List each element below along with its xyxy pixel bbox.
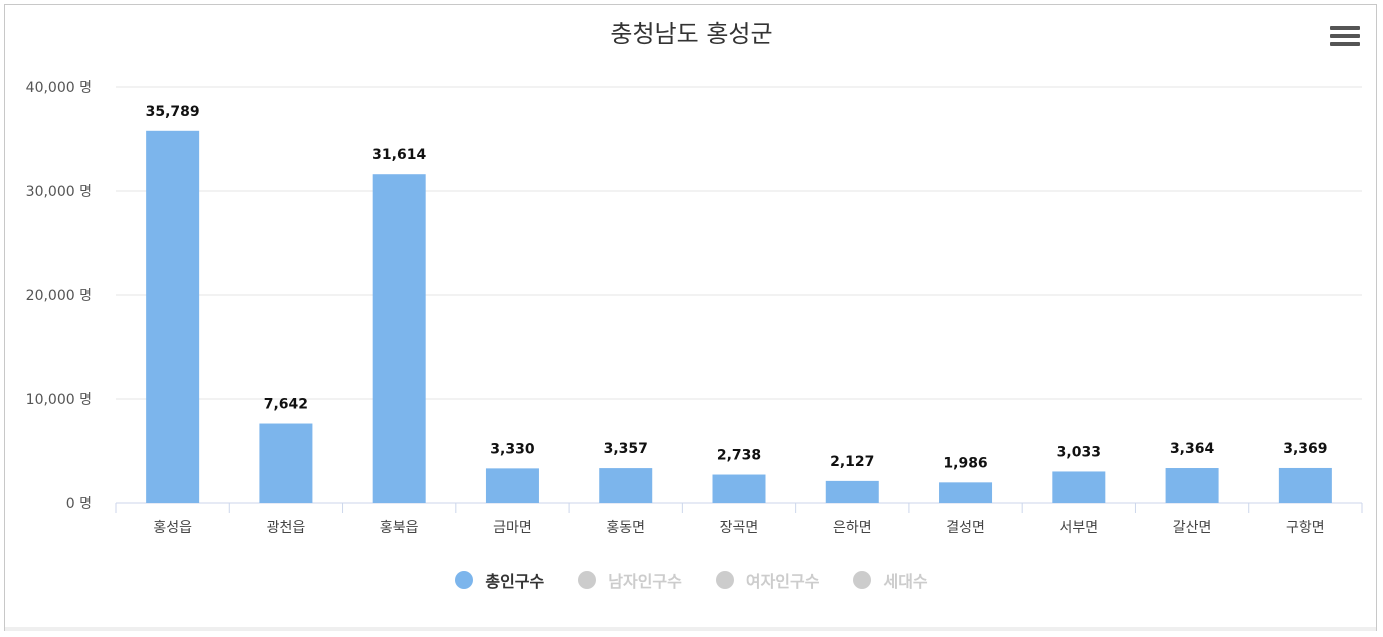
menu-line [1330,42,1360,46]
bar [146,130,200,503]
bar [1052,471,1106,503]
y-tick-label: 10,000 명 [26,392,92,408]
data-label: 35,789 [146,104,200,120]
legend-label: 여자인구수 [745,572,820,591]
data-label: 3,364 [1170,441,1215,457]
data-label: 3,369 [1283,441,1327,457]
legend-item[interactable]: 여자인구수 [715,568,820,592]
y-tick-label: 30,000 명 [26,184,92,200]
legend-item[interactable]: 남자인구수 [578,568,682,592]
legend-dot-icon [455,571,474,589]
data-label: 7,642 [264,397,308,413]
data-label: 3,357 [604,441,648,457]
bar [259,423,313,503]
legend-dot-icon [853,571,872,589]
bar [1278,467,1332,503]
legend-dot-icon [715,571,734,589]
x-tick-label: 금마면 [493,520,532,536]
chart-title: 충청남도 홍성군 [610,20,773,48]
x-tick-label: 홍동면 [606,520,645,536]
data-label: 1,986 [943,455,987,471]
x-tick-label: 광천읍 [267,520,306,536]
x-tick-label: 갈산면 [1173,520,1212,536]
x-tick-label: 홍북읍 [380,520,419,536]
data-label: 3,330 [490,441,535,457]
x-tick-label: 은하면 [833,520,872,536]
bar [939,482,993,503]
bottom-strip [5,627,1376,631]
legend-label: 남자인구수 [608,572,682,591]
data-label: 3,033 [1057,444,1101,460]
hamburger-menu-icon[interactable] [1330,26,1360,50]
y-tick-label: 0 명 [66,496,92,512]
data-label: 2,127 [830,454,874,470]
chart-container [4,4,1377,631]
y-tick-label: 20,000 명 [26,288,92,304]
bar [1165,468,1219,503]
bar [485,468,539,503]
x-tick-label: 결성면 [946,520,985,536]
chart-legend: 총인구수 남자인구수 여자인구수 세대수 [0,568,1383,592]
bar [712,474,766,503]
data-label: 31,614 [372,147,426,163]
legend-label: 총인구수 [485,572,545,591]
bar [372,174,426,503]
menu-line [1330,26,1360,30]
x-tick-label: 장곡면 [720,520,759,536]
x-tick-label: 구항면 [1286,520,1325,536]
legend-item[interactable]: 세대수 [853,568,928,592]
legend-label: 세대수 [883,572,928,591]
legend-item[interactable]: 총인구수 [455,568,544,592]
bar [825,480,879,503]
x-tick-label: 홍성읍 [153,520,192,536]
bar [599,468,653,503]
menu-line [1330,34,1360,38]
bar-chart: 0 명 10,000 명 20,000 명 30,000 명 40,000 명 35,78… [26,80,1363,536]
x-tick-label: 서부면 [1059,520,1098,536]
y-tick-label: 40,000 명 [26,80,92,96]
data-label: 2,738 [717,448,761,464]
legend-dot-icon [578,571,597,589]
